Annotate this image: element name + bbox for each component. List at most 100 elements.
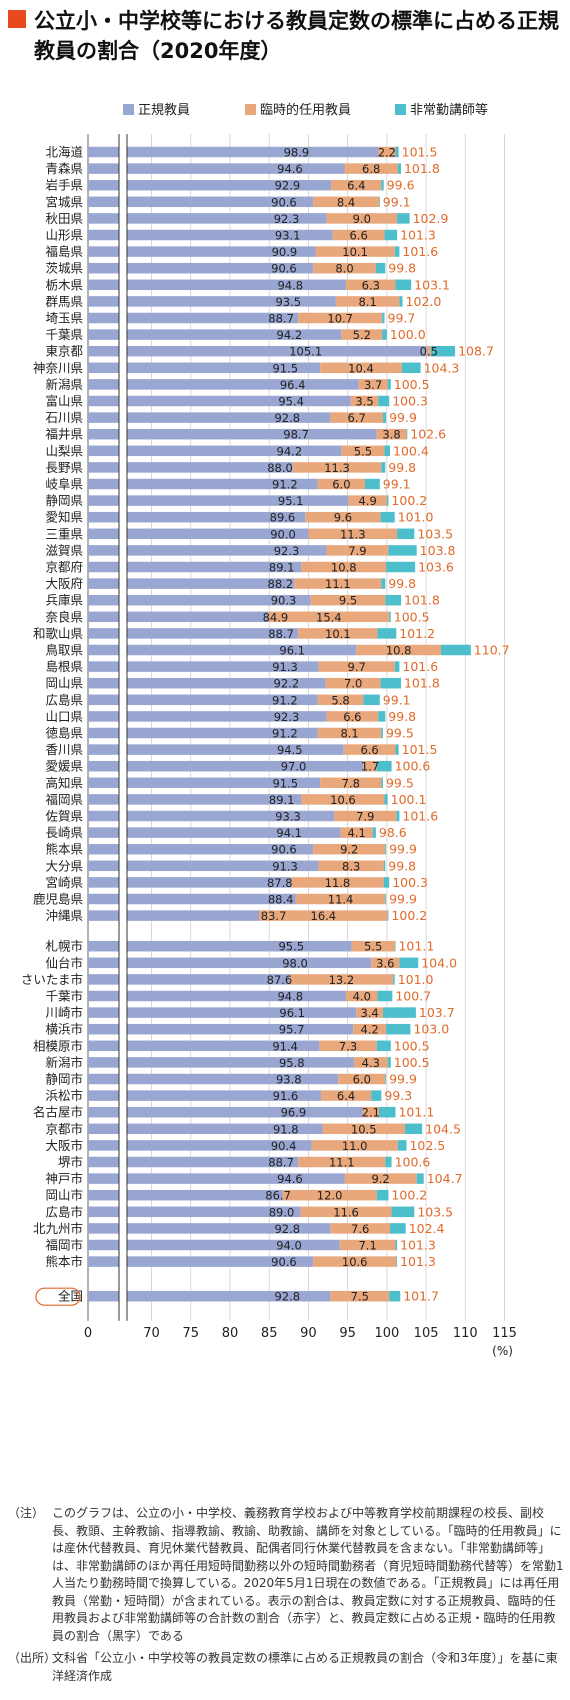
city-7-value-total: 100.5 — [394, 1055, 430, 1070]
pref-26-value-regular: 88.2 — [268, 577, 294, 591]
pref-0-value-regular: 98.9 — [284, 146, 310, 160]
pref-0-bar-regular — [88, 146, 379, 158]
pref-39-bar-regular — [88, 794, 302, 805]
pref-38-bar-parttime — [381, 777, 383, 789]
pref-22-value-regular: 89.6 — [270, 511, 296, 525]
pref-27-value-total: 101.8 — [404, 593, 440, 608]
city-11-value-total: 104.5 — [425, 1121, 461, 1136]
pref-10-value-regular: 88.7 — [268, 312, 294, 326]
pref-21-bar-temporary — [348, 495, 387, 506]
city-16-bar-parttime — [391, 1206, 415, 1218]
city-1-bar-temporary — [371, 957, 400, 969]
city-9-value-total: 99.3 — [384, 1088, 412, 1103]
city-5-bar-temporary — [353, 1023, 387, 1035]
city-3-value-total: 100.7 — [395, 989, 431, 1004]
pref-15-value-regular: 95.4 — [278, 395, 304, 409]
pref-20-value-temporary: 6.0 — [332, 478, 350, 492]
city-13-label: 堺市 — [58, 1155, 83, 1170]
pref-13-bar-regular — [88, 362, 321, 374]
pref-13-value-temporary: 10.4 — [348, 361, 374, 375]
pref-31-value-temporary: 9.7 — [348, 660, 366, 674]
city-3-bar-temporary — [346, 990, 378, 1002]
pref-12-value-regular: 105.1 — [289, 345, 322, 359]
pref-35-value-temporary: 8.1 — [340, 727, 358, 741]
pref-4-bar-parttime — [397, 213, 410, 224]
pref-45-value-temporary: 11.4 — [328, 893, 354, 907]
pref-41-bar-temporary — [340, 827, 373, 838]
pref-9-value-temporary: 8.1 — [358, 295, 376, 309]
pref-12-label: 東京都 — [45, 344, 83, 359]
pref-15-bar-parttime — [378, 395, 390, 407]
pref-29-value-temporary: 10.1 — [325, 627, 351, 641]
pref-41-bar-parttime — [372, 827, 376, 838]
pref-13-label: 神奈川県 — [33, 360, 83, 375]
pref-44-value-total: 100.3 — [392, 875, 428, 890]
pref-4-label: 秋田県 — [45, 211, 83, 226]
pref-16-bar-regular — [88, 412, 331, 423]
pref-44-bar-regular — [88, 877, 292, 888]
city-0-label: 札幌市 — [45, 939, 83, 954]
pref-34-value-total: 99.8 — [388, 709, 416, 724]
pref-32-label: 岡山県 — [45, 676, 83, 691]
pref-11-value-temporary: 5.2 — [353, 328, 371, 342]
pref-25-value-total: 103.6 — [418, 560, 454, 575]
city-5-bar-regular — [88, 1023, 354, 1035]
pref-27-value-regular: 90.3 — [271, 594, 297, 608]
city-11-bar-regular — [88, 1123, 323, 1135]
pref-34-bar-temporary — [326, 711, 379, 722]
pref-45-bar-temporary — [295, 893, 386, 905]
pref-28-bar-regular — [88, 611, 269, 623]
city-17-value-temporary: 7.6 — [351, 1222, 369, 1236]
pref-7-bar-temporary — [313, 262, 376, 274]
city-2-value-temporary: 13.2 — [329, 973, 355, 987]
city-10-bar-regular — [88, 1106, 363, 1118]
pref-42-value-regular: 90.6 — [271, 843, 297, 857]
pref-22-value-temporary: 9.6 — [334, 511, 352, 525]
pref-39-bar-parttime — [384, 794, 388, 805]
city-4-bar-parttime — [382, 1007, 416, 1018]
footnote-text: このグラフは、公立の小・中学校、義務教育学校および中等教育学校前期課程の校長、副… — [52, 1506, 564, 1643]
pref-22-bar-regular — [88, 511, 306, 523]
city-17-label: 北九州市 — [33, 1221, 83, 1236]
pref-40-value-regular: 93.3 — [275, 810, 301, 824]
x-tick-115: 115 — [492, 1326, 517, 1341]
pref-19-value-regular: 88.0 — [267, 461, 293, 475]
pref-21-value-regular: 95.1 — [278, 494, 304, 508]
city-8-value-regular: 93.8 — [276, 1073, 302, 1087]
city-17-bar-temporary — [330, 1223, 391, 1234]
city-9-value-temporary: 6.4 — [337, 1089, 355, 1103]
pref-0-value-temporary: 2.2 — [378, 146, 396, 160]
pref-45-value-regular: 88.4 — [268, 893, 294, 907]
city-7-bar-parttime — [387, 1057, 391, 1068]
city-15-value-total: 100.2 — [391, 1188, 427, 1203]
city-18-bar-temporary — [339, 1239, 396, 1251]
pref-40-bar-temporary — [334, 810, 397, 822]
pref-24-bar-regular — [88, 545, 327, 556]
city-6-bar-parttime — [376, 1040, 391, 1052]
pref-6-bar-parttime — [394, 246, 400, 257]
pref-40-value-total: 101.6 — [402, 809, 438, 824]
pref-44-bar-temporary — [291, 877, 384, 888]
city-12-bar-parttime — [397, 1140, 407, 1151]
pref-17-value-total: 102.6 — [410, 427, 446, 442]
pref-45-bar-regular — [88, 893, 296, 905]
city-14-bar-regular — [88, 1173, 345, 1184]
pref-13-bar-temporary — [320, 362, 402, 374]
city-15-label: 岡山市 — [45, 1188, 83, 1203]
pref-23-value-total: 103.5 — [417, 526, 453, 541]
pref-14-bar-parttime — [387, 379, 391, 390]
pref-10-bar-regular — [88, 312, 299, 324]
pref-27-bar-parttime — [385, 594, 401, 606]
pref-2-value-total: 99.6 — [387, 178, 415, 193]
city-19-label: 熊本市 — [45, 1254, 83, 1269]
pref-38-value-temporary: 7.8 — [342, 776, 360, 790]
pref-23-bar-temporary — [308, 528, 398, 540]
city-3-label: 千葉市 — [45, 989, 83, 1004]
city-19-value-regular: 90.6 — [271, 1255, 297, 1269]
city-4-value-regular: 96.1 — [279, 1006, 305, 1020]
pref-22-label: 愛知県 — [45, 510, 83, 525]
city-13-value-regular: 88.7 — [268, 1156, 294, 1170]
pref-2-label: 岩手県 — [45, 178, 83, 193]
pref-1-bar-regular — [88, 163, 345, 174]
